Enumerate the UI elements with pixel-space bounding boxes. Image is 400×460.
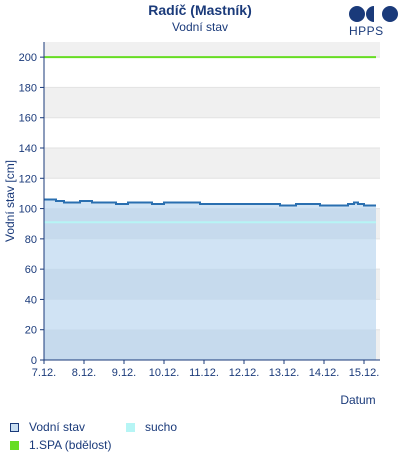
legend-item-sucho: sucho	[126, 420, 177, 434]
x-tick-label: 7.12.	[32, 367, 56, 379]
y-tick-label: 160	[19, 113, 37, 125]
x-tick-label: 8.12.	[72, 367, 96, 379]
grid-band	[44, 57, 380, 88]
legend-label-spa1: 1.SPA (bdělost)	[29, 438, 112, 452]
hpps-logo-text: HPPS	[349, 24, 384, 38]
x-tick-label: 15.12.	[349, 367, 380, 379]
x-tick-label: 13.12.	[269, 367, 300, 379]
water-level-line	[44, 198, 376, 207]
y-tick-label: 180	[19, 82, 37, 94]
y-tick-label: 200	[19, 52, 37, 64]
x-tick-label: 14.12.	[309, 367, 340, 379]
x-axis-label: Datum	[340, 393, 375, 407]
chart-subtitle: Vodní stav	[171, 20, 229, 34]
legend-item-spa1: 1.SPA (bdělost)	[10, 438, 112, 452]
y-tick-label: 80	[25, 234, 37, 246]
y-tick-label: 140	[19, 143, 37, 155]
x-tick-label: 12.12.	[229, 367, 260, 379]
hpps-logo	[346, 4, 398, 44]
y-tick-label: 40	[25, 294, 37, 306]
legend-label-vodni-stav: Vodní stav	[29, 420, 86, 434]
y-tick-label: 0	[31, 355, 37, 367]
legend-swatch-vodni-stav	[10, 423, 19, 433]
legend-swatch-sucho	[126, 423, 135, 433]
water-level-area	[44, 199, 376, 360]
x-tick-label: 10.12.	[149, 367, 180, 379]
grid-band	[44, 42, 380, 58]
grid-band	[44, 117, 380, 148]
area-band	[44, 329, 376, 360]
y-tick-label: 60	[25, 264, 37, 276]
x-tick-label: 11.12.	[189, 367, 219, 379]
grid-band	[44, 148, 380, 179]
legend-item-vodni-stav: Vodní stav	[10, 420, 85, 434]
y-axis-label: Vodní stav [cm]	[3, 160, 17, 242]
x-tick-label: 9.12.	[112, 367, 136, 379]
legend-swatch-spa1	[10, 441, 19, 451]
chart-title: Radíč (Mastník)	[148, 2, 252, 18]
hpps-logo-icon	[349, 6, 398, 22]
y-tick-label: 100	[19, 204, 37, 216]
grid-band	[44, 87, 380, 118]
y-tick-label: 20	[25, 325, 37, 337]
legend-label-sucho: sucho	[145, 420, 178, 434]
area-band	[44, 269, 376, 300]
area-band	[44, 208, 376, 239]
y-tick-label: 120	[19, 173, 37, 185]
